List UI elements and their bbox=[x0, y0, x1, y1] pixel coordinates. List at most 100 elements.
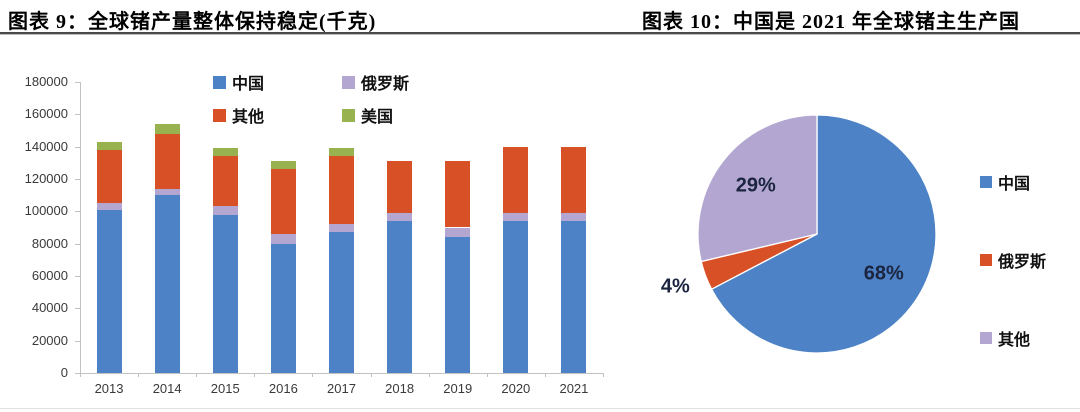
bar-segment bbox=[329, 148, 354, 157]
x-axis-tick bbox=[312, 373, 314, 377]
legend-label: 其他 bbox=[998, 332, 1031, 349]
bar-segment bbox=[329, 232, 354, 373]
y-axis-tick bbox=[75, 179, 80, 180]
y-axis-label: 20000 bbox=[31, 332, 68, 348]
bar-segment bbox=[270, 233, 296, 244]
x-axis-tick bbox=[486, 373, 488, 377]
legend-item: 中国 bbox=[213, 70, 342, 94]
x-axis-tick bbox=[138, 373, 140, 377]
x-axis-label: 2021 bbox=[559, 381, 589, 396]
bar-segment bbox=[561, 146, 587, 213]
pie-slice-label: 68% bbox=[863, 262, 904, 285]
x-axis-tick bbox=[254, 373, 256, 377]
x-axis-label: 2016 bbox=[268, 381, 298, 396]
pie-chart-legend: 中国 俄罗斯 其他 bbox=[980, 170, 1046, 350]
legend-swatch bbox=[213, 75, 226, 89]
y-axis-label: 160000 bbox=[24, 106, 68, 122]
bar-segment bbox=[270, 243, 296, 373]
bar-segment bbox=[329, 224, 354, 233]
bar-segment bbox=[96, 149, 122, 204]
y-axis-tick bbox=[75, 114, 80, 116]
bar-segment bbox=[503, 221, 529, 373]
bar-segment bbox=[503, 146, 529, 213]
x-axis-label: 2017 bbox=[327, 381, 356, 396]
pie-slice bbox=[697, 114, 818, 263]
bar-segment bbox=[561, 221, 587, 373]
bar-segment bbox=[212, 214, 238, 373]
legend-swatch bbox=[980, 332, 992, 344]
pie-slice bbox=[710, 114, 937, 354]
legend-label: 其他 bbox=[232, 109, 265, 126]
bar-segment bbox=[96, 141, 122, 150]
bar-segment bbox=[270, 161, 296, 170]
bar-segment bbox=[387, 161, 413, 213]
figure9-title: 图表 9：全球锗产量整体保持稳定(千克) bbox=[8, 11, 377, 33]
x-axis-tick bbox=[80, 373, 81, 377]
y-axis-tick bbox=[75, 373, 80, 374]
legend-item: 其他 bbox=[980, 326, 1046, 350]
bar-segment bbox=[212, 206, 238, 215]
legend-swatch bbox=[342, 108, 355, 122]
y-axis-label: 180000 bbox=[24, 74, 68, 89]
x-axis-label: 2018 bbox=[385, 381, 415, 396]
bar-chart-legend: 中国 俄罗斯其他 美国 bbox=[213, 70, 409, 127]
legend-swatch bbox=[342, 75, 355, 89]
y-axis-label: 80000 bbox=[31, 235, 68, 251]
bar-segment bbox=[154, 195, 180, 373]
bar-segment bbox=[96, 209, 122, 373]
x-axis-label: 2020 bbox=[501, 381, 531, 396]
bar-segment bbox=[96, 203, 122, 210]
y-axis-tick bbox=[75, 211, 80, 213]
figure10-title: 图表 10：中国是 2021 年全球锗主生产国 bbox=[642, 11, 1020, 33]
bar-plot-area bbox=[80, 82, 604, 374]
y-axis-label: 100000 bbox=[24, 203, 68, 219]
y-axis-tick bbox=[75, 276, 80, 277]
bar-segment bbox=[387, 221, 413, 373]
bar-segment bbox=[445, 161, 471, 228]
bar-segment bbox=[212, 156, 238, 207]
legend-item: 俄罗斯 bbox=[342, 70, 409, 94]
bar-segment bbox=[329, 156, 354, 225]
legend-label: 美国 bbox=[361, 109, 394, 126]
x-axis-label: 2015 bbox=[210, 381, 240, 396]
bar-segment bbox=[445, 237, 471, 373]
legend-swatch bbox=[213, 108, 226, 122]
bar-segment bbox=[154, 124, 180, 134]
x-axis-label: 2014 bbox=[152, 381, 182, 396]
y-axis-tick bbox=[75, 340, 80, 342]
bar-segment bbox=[561, 212, 587, 222]
bar-segment bbox=[445, 227, 471, 238]
x-axis-tick bbox=[603, 373, 604, 377]
bar-segment bbox=[212, 148, 238, 157]
y-axis-tick bbox=[75, 82, 80, 83]
x-axis-label: 2019 bbox=[443, 381, 473, 396]
x-axis-tick bbox=[544, 373, 546, 377]
y-axis-label: 0 bbox=[60, 365, 68, 380]
x-axis-label: 2013 bbox=[94, 381, 124, 396]
title-underline bbox=[0, 32, 1080, 35]
pie bbox=[697, 114, 937, 354]
x-axis-tick bbox=[428, 373, 430, 377]
bar-segment bbox=[154, 133, 180, 189]
pie-slice-label: 29% bbox=[735, 174, 776, 197]
legend-item: 中国 bbox=[980, 170, 1046, 194]
legend-item: 俄罗斯 bbox=[980, 248, 1046, 272]
bar-segment bbox=[387, 212, 413, 222]
y-axis-label: 40000 bbox=[31, 300, 68, 316]
bottom-divider bbox=[0, 408, 1080, 409]
y-axis-label: 140000 bbox=[24, 138, 68, 154]
legend-label: 俄罗斯 bbox=[361, 76, 410, 93]
y-axis-tick bbox=[75, 146, 80, 148]
bar-segment bbox=[503, 212, 529, 222]
legend-swatch bbox=[980, 176, 992, 188]
y-axis-tick bbox=[75, 243, 80, 245]
legend-item: 美国 bbox=[342, 103, 409, 127]
legend-swatch bbox=[980, 254, 992, 266]
y-axis-label: 120000 bbox=[24, 171, 68, 186]
x-axis-tick bbox=[196, 373, 198, 377]
x-axis-tick bbox=[370, 373, 372, 377]
legend-item: 其他 bbox=[213, 103, 342, 127]
